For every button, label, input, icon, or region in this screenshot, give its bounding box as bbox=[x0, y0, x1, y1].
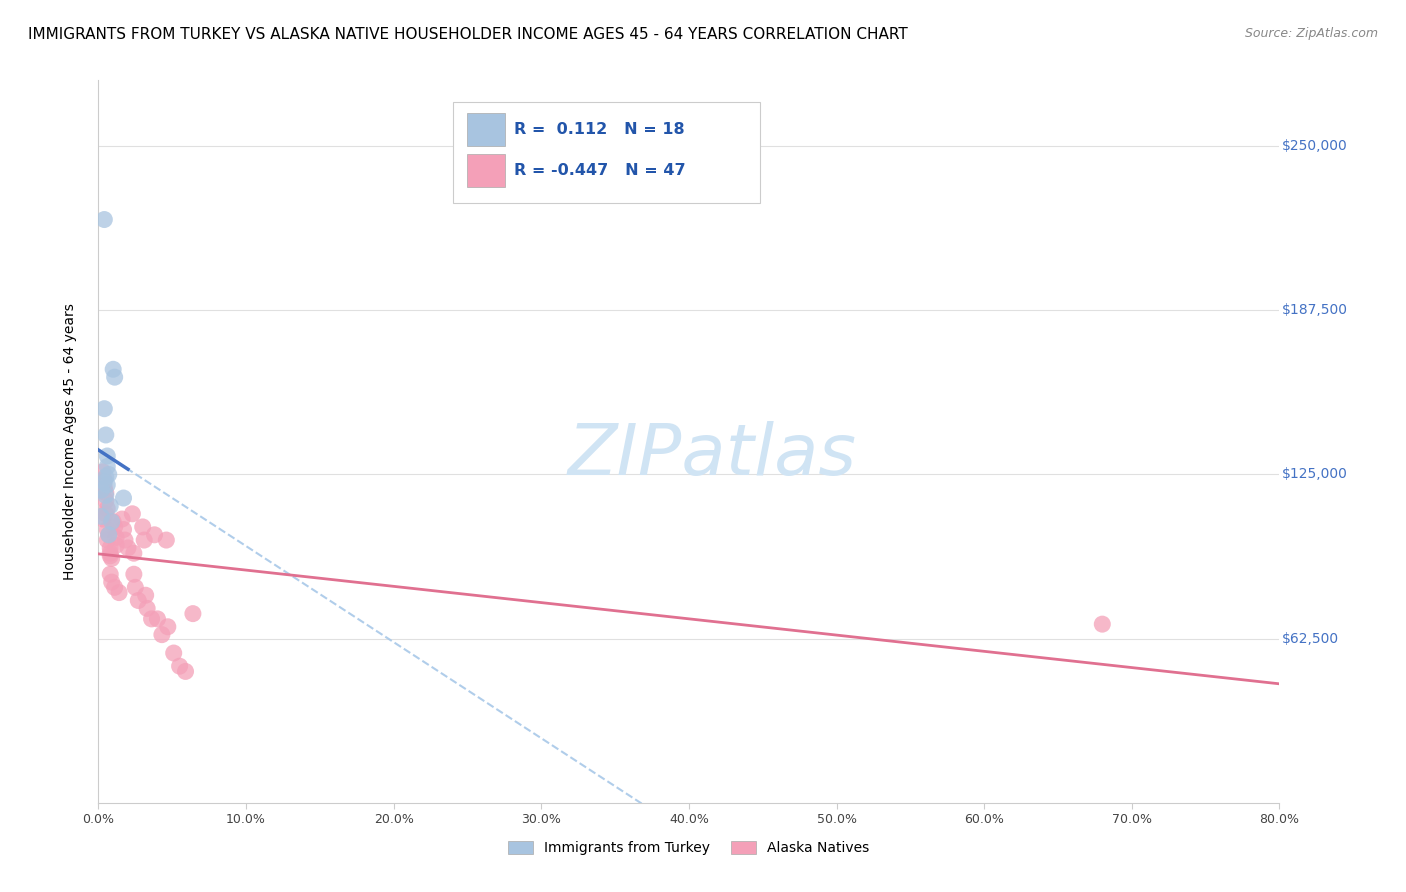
Point bbox=[146, 612, 169, 626]
Point bbox=[181, 607, 204, 621]
Text: Source: ZipAtlas.com: Source: ZipAtlas.com bbox=[1244, 27, 1378, 40]
Point bbox=[93, 475, 115, 490]
Point bbox=[91, 512, 114, 526]
Point bbox=[136, 601, 159, 615]
Point bbox=[91, 465, 114, 479]
Point bbox=[155, 533, 177, 547]
Point bbox=[94, 507, 117, 521]
Point bbox=[96, 459, 118, 474]
Point bbox=[169, 659, 191, 673]
Text: R =  0.112   N = 18: R = 0.112 N = 18 bbox=[515, 122, 685, 136]
Point bbox=[103, 362, 125, 376]
Point bbox=[1091, 617, 1114, 632]
Point bbox=[96, 501, 118, 516]
Point bbox=[122, 546, 145, 560]
FancyBboxPatch shape bbox=[467, 154, 505, 186]
Point bbox=[93, 401, 115, 416]
Point bbox=[112, 523, 135, 537]
Point bbox=[93, 212, 115, 227]
Point bbox=[112, 491, 135, 505]
Point bbox=[98, 549, 121, 563]
Text: $187,500: $187,500 bbox=[1282, 303, 1348, 318]
Point bbox=[97, 467, 120, 482]
Point bbox=[98, 541, 121, 555]
Point bbox=[96, 478, 118, 492]
Point bbox=[134, 533, 156, 547]
Point bbox=[94, 428, 117, 442]
Point bbox=[104, 520, 127, 534]
Point bbox=[174, 665, 197, 679]
Point bbox=[103, 515, 125, 529]
Point bbox=[94, 470, 117, 484]
Y-axis label: Householder Income Ages 45 - 64 years: Householder Income Ages 45 - 64 years bbox=[63, 303, 77, 580]
Point bbox=[100, 551, 122, 566]
Point bbox=[108, 585, 131, 599]
Point bbox=[105, 531, 128, 545]
Point bbox=[141, 612, 163, 626]
Point bbox=[94, 485, 117, 500]
Point bbox=[121, 507, 143, 521]
Point bbox=[122, 567, 145, 582]
Point bbox=[104, 370, 127, 384]
Text: R = -0.447   N = 47: R = -0.447 N = 47 bbox=[515, 163, 686, 178]
FancyBboxPatch shape bbox=[453, 102, 759, 203]
Point bbox=[150, 627, 173, 641]
Legend: Immigrants from Turkey, Alaska Natives: Immigrants from Turkey, Alaska Natives bbox=[503, 836, 875, 861]
Text: ZIPatlas: ZIPatlas bbox=[568, 422, 858, 491]
Text: $62,500: $62,500 bbox=[1282, 632, 1339, 646]
Point bbox=[94, 488, 117, 502]
Point bbox=[132, 520, 155, 534]
Point bbox=[90, 509, 112, 524]
Point bbox=[98, 499, 121, 513]
Point bbox=[97, 528, 120, 542]
Point bbox=[127, 593, 149, 607]
FancyBboxPatch shape bbox=[467, 113, 505, 145]
Point bbox=[156, 620, 179, 634]
Text: $250,000: $250,000 bbox=[1282, 139, 1347, 153]
Point bbox=[104, 580, 127, 594]
Text: $125,000: $125,000 bbox=[1282, 467, 1348, 482]
Point bbox=[105, 538, 128, 552]
Point bbox=[124, 580, 146, 594]
Point bbox=[163, 646, 186, 660]
Point bbox=[98, 567, 121, 582]
Point bbox=[100, 515, 122, 529]
Point bbox=[97, 528, 120, 542]
Point bbox=[143, 528, 166, 542]
Text: IMMIGRANTS FROM TURKEY VS ALASKA NATIVE HOUSEHOLDER INCOME AGES 45 - 64 YEARS CO: IMMIGRANTS FROM TURKEY VS ALASKA NATIVE … bbox=[28, 27, 908, 42]
Point bbox=[98, 546, 121, 560]
Point bbox=[94, 493, 117, 508]
Point bbox=[135, 588, 157, 602]
Point bbox=[93, 481, 115, 495]
Point bbox=[100, 575, 122, 590]
Point bbox=[96, 523, 118, 537]
Point bbox=[114, 533, 136, 547]
Point bbox=[117, 541, 139, 555]
Point bbox=[111, 512, 134, 526]
Point bbox=[96, 533, 118, 547]
Point bbox=[96, 449, 118, 463]
Point bbox=[93, 473, 115, 487]
Point bbox=[90, 483, 112, 497]
